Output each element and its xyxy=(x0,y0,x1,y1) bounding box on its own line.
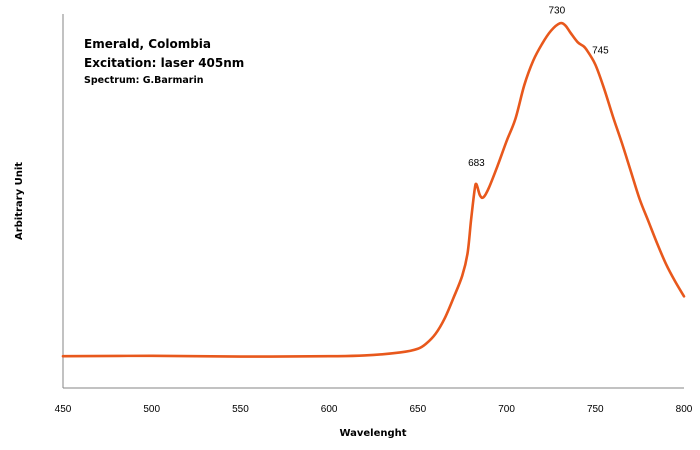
x-tick-label: 600 xyxy=(321,404,338,415)
chart-title-line-1: Emerald, Colombia xyxy=(84,37,211,51)
x-tick-label: 750 xyxy=(587,404,604,415)
peak-label-683: 683 xyxy=(468,158,485,169)
spectrum-line-series-0 xyxy=(61,21,686,358)
plot-area xyxy=(61,21,686,358)
axes xyxy=(62,14,684,389)
peak-label-745: 745 xyxy=(592,46,609,57)
x-tick-label: 450 xyxy=(55,404,72,415)
x-axis-title: Wavelenght xyxy=(339,428,406,439)
peak-annotations: 683 730 745 xyxy=(468,5,609,169)
x-tick-label: 700 xyxy=(498,404,515,415)
x-tick-labels: 450 500 550 600 650 700 750 800 xyxy=(55,404,693,415)
x-tick-label: 550 xyxy=(232,404,249,415)
y-axis-title: Arbitrary Unit xyxy=(14,162,25,240)
x-tick-label: 800 xyxy=(676,404,693,415)
x-tick-label: 650 xyxy=(410,404,427,415)
peak-label-730: 730 xyxy=(548,5,565,16)
chart-title-line-2: Excitation: laser 405nm xyxy=(84,56,244,70)
x-tick-label: 500 xyxy=(143,404,160,415)
chart-title-block: Emerald, Colombia Excitation: laser 405n… xyxy=(84,37,244,86)
chart-subtitle: Spectrum: G.Barmarin xyxy=(84,75,204,86)
